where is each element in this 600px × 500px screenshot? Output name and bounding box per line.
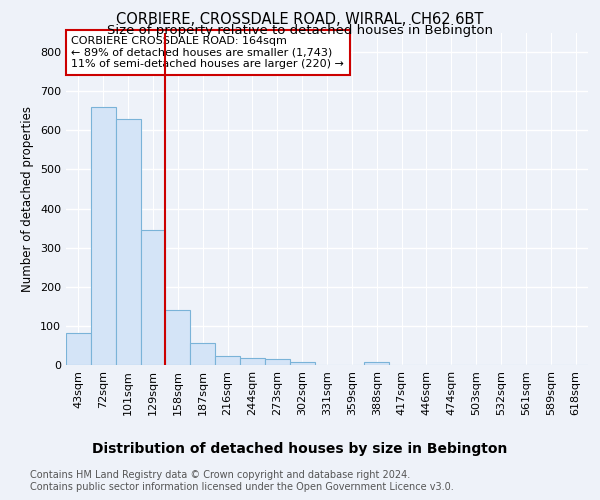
Text: CORBIERE, CROSSDALE ROAD, WIRRAL, CH62 6BT: CORBIERE, CROSSDALE ROAD, WIRRAL, CH62 6… xyxy=(116,12,484,28)
Y-axis label: Number of detached properties: Number of detached properties xyxy=(22,106,34,292)
Bar xyxy=(215,356,240,365)
Bar xyxy=(116,118,140,365)
Text: Contains HM Land Registry data © Crown copyright and database right 2024.: Contains HM Land Registry data © Crown c… xyxy=(30,470,410,480)
Bar xyxy=(190,344,215,365)
Bar xyxy=(66,333,91,365)
Text: Contains public sector information licensed under the Open Government Licence v3: Contains public sector information licen… xyxy=(30,482,454,492)
Text: Distribution of detached houses by size in Bebington: Distribution of detached houses by size … xyxy=(92,442,508,456)
Bar xyxy=(140,230,166,365)
Text: Size of property relative to detached houses in Bebington: Size of property relative to detached ho… xyxy=(107,24,493,37)
Bar xyxy=(364,362,389,365)
Bar xyxy=(265,359,290,365)
Bar xyxy=(166,310,190,365)
Bar xyxy=(240,358,265,365)
Bar xyxy=(91,107,116,365)
Text: CORBIERE CROSSDALE ROAD: 164sqm
← 89% of detached houses are smaller (1,743)
11%: CORBIERE CROSSDALE ROAD: 164sqm ← 89% of… xyxy=(71,36,344,69)
Bar xyxy=(290,362,314,365)
